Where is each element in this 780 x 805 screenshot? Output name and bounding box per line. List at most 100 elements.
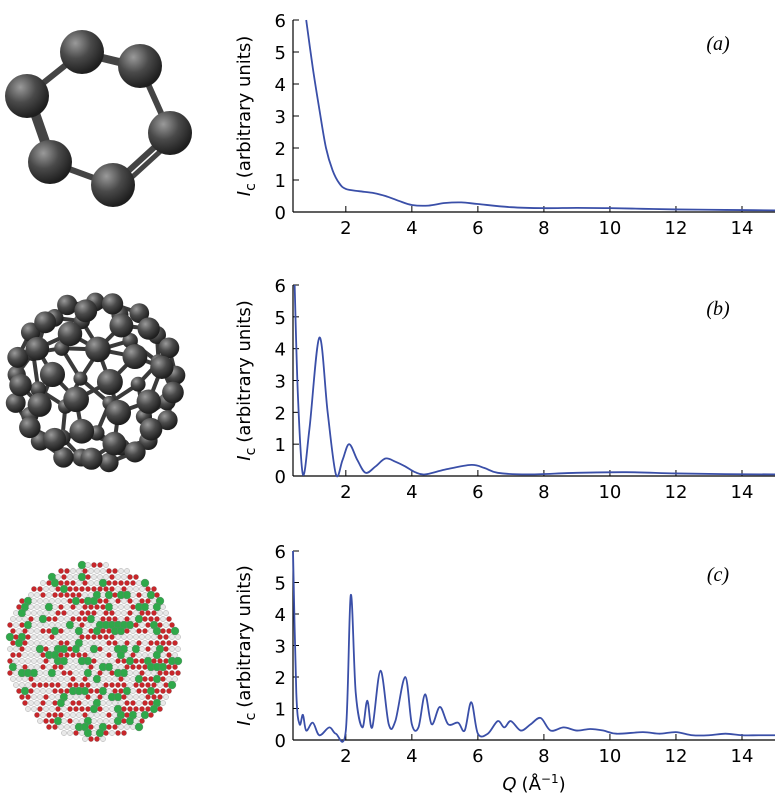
crystal-atom	[121, 706, 126, 711]
crystal-atom	[112, 664, 117, 669]
y-tick-label: 4	[275, 340, 286, 361]
crystal-atom	[61, 634, 66, 639]
crystal-atom	[99, 579, 107, 587]
crystal-atom	[46, 700, 51, 705]
crystal-atom	[67, 670, 72, 675]
crystal-atom	[22, 640, 27, 645]
data-line	[293, 551, 775, 742]
crystal-atom	[106, 700, 111, 705]
crystal-atom	[106, 616, 111, 621]
crystal-atom	[109, 670, 114, 675]
crystal-atom	[22, 700, 27, 705]
crystal-atom	[163, 694, 168, 699]
crystal-atom	[145, 682, 150, 687]
crystal-atom	[139, 658, 144, 663]
crystal-atom	[84, 657, 92, 665]
y-tick-label: 6	[275, 11, 286, 32]
y-label-text: (arbitrary units)	[234, 565, 255, 707]
crystal-atom	[118, 724, 123, 729]
crystal-atom	[105, 591, 113, 599]
crystal-atom	[25, 694, 30, 699]
crystal-atom	[70, 616, 75, 621]
crystal-atom	[13, 682, 18, 687]
crystal-atom	[90, 645, 98, 653]
crystal-atom	[91, 730, 96, 735]
crystal-atom	[91, 562, 96, 567]
y-tick-label: 3	[275, 372, 286, 393]
crystal-atom	[88, 640, 93, 645]
crystal-atom	[75, 627, 83, 635]
crystal-atom	[166, 688, 171, 693]
crystal-atom	[22, 616, 27, 621]
crystal-atom	[67, 718, 72, 723]
crystal-atom	[70, 652, 75, 657]
atom	[7, 347, 28, 368]
crystal-atom	[139, 718, 144, 723]
crystal-atom	[79, 622, 84, 627]
crystal-atom	[52, 700, 57, 705]
crystal-atom	[136, 580, 141, 585]
crystal-atom	[145, 622, 150, 627]
x-tick-label: 2	[340, 482, 351, 503]
y-tick-label: 2	[275, 139, 286, 160]
crystal-atom	[60, 585, 68, 593]
crystal-atom	[70, 568, 75, 573]
crystal-atom	[160, 604, 165, 609]
crystal-atom	[121, 610, 126, 615]
crystal-atom	[115, 634, 120, 639]
crystal-atom	[52, 592, 57, 597]
x-axis-label: Q(Å−1)	[502, 772, 565, 795]
crystal-atom	[174, 657, 182, 665]
crystal-atom	[127, 586, 132, 591]
crystal-atom	[133, 598, 138, 603]
crystal-atom	[79, 682, 84, 687]
crystal-atom	[118, 640, 123, 645]
crystal-atom	[147, 591, 155, 599]
crystal-atom	[76, 652, 81, 657]
atom	[63, 386, 89, 412]
crystal-atom	[28, 676, 33, 681]
crystal-atom	[16, 616, 21, 621]
crystal-atom	[79, 718, 84, 723]
crystal-atom	[70, 664, 75, 669]
crystal-atom	[135, 675, 143, 683]
crystal-atom	[91, 658, 96, 663]
crystal-atom	[31, 706, 36, 711]
crystal-atom	[112, 700, 117, 705]
crystal-atom	[94, 652, 99, 657]
crystal-atom	[76, 592, 81, 597]
crystal-atom	[46, 724, 51, 729]
crystal-atom	[64, 568, 69, 573]
crystal-atom	[166, 664, 171, 669]
crystal-atom	[78, 573, 86, 581]
crystal-atom	[106, 640, 111, 645]
data-line	[306, 20, 775, 210]
crystal-atom	[103, 586, 108, 591]
crystal-atom	[121, 598, 126, 603]
crystal-atom	[64, 604, 69, 609]
crystal-atom	[94, 616, 99, 621]
crystal-atom	[166, 640, 171, 645]
crystal-atom	[133, 694, 138, 699]
crystal-atom	[34, 688, 39, 693]
atom	[159, 337, 180, 358]
crystal-atom	[169, 670, 174, 675]
crystal-atom	[118, 616, 123, 621]
crystal-atom	[117, 627, 125, 635]
crystal-atom	[73, 622, 78, 627]
crystal-atom	[10, 640, 15, 645]
crystal-atom	[171, 627, 179, 635]
crystal-atom	[13, 634, 18, 639]
crystal-atom	[49, 682, 54, 687]
crystal-atom	[82, 616, 87, 621]
crystal-atom	[40, 628, 45, 633]
crystal-atom	[70, 592, 75, 597]
crystal-atom	[130, 688, 135, 693]
crystal-atom	[55, 610, 60, 615]
crystal-atom	[130, 592, 135, 597]
crystal-atom	[61, 682, 66, 687]
crystal-atom	[85, 694, 90, 699]
x-label-sup: −1	[541, 772, 559, 786]
crystal-atom	[103, 646, 108, 651]
